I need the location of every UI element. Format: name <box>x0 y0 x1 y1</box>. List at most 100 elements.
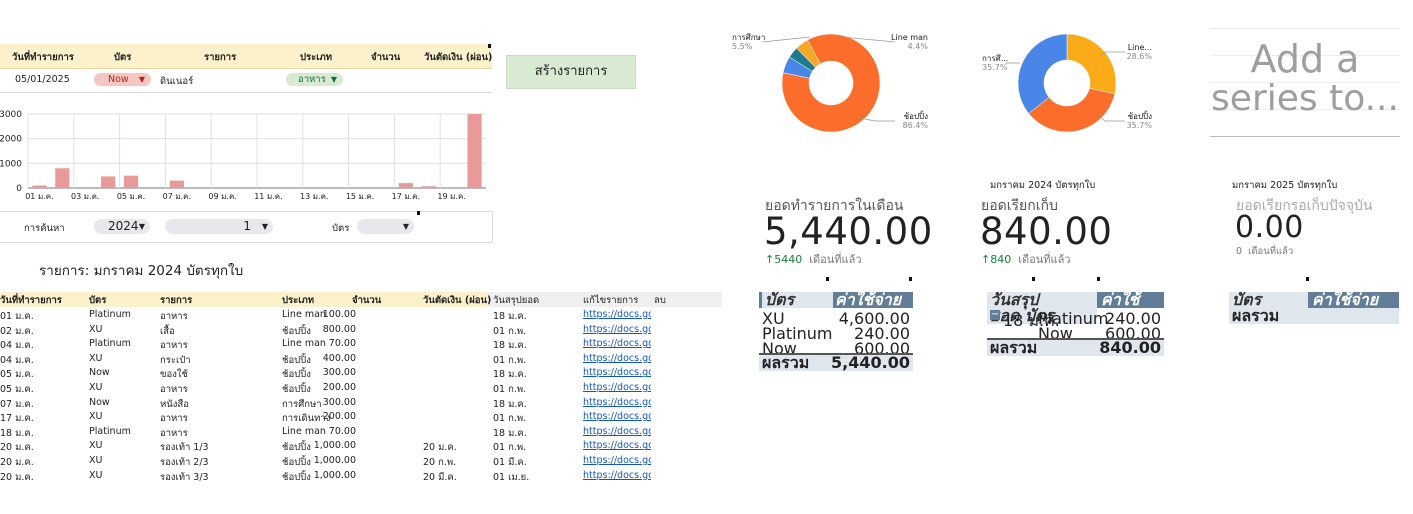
td-statement: 18 ม.ค. <box>493 427 527 439</box>
pivot-empty: บัตร ค่าใช้จ่าย ผลรวม <box>1229 292 1399 324</box>
td-edit[interactable]: https://docs.goo <box>583 411 651 423</box>
td-statement: 18 ม.ค. <box>493 340 527 352</box>
create-entry-button[interactable]: สร้างรายการ <box>506 55 636 89</box>
chart-gridline <box>1210 109 1400 110</box>
table-row: 07 ม.ค. Now หนังสือ การศึกษา 300.00 18 ม.ค. ht… <box>0 396 660 411</box>
donut-slice <box>1028 87 1116 133</box>
td-amount: 1,000.00 <box>313 455 356 466</box>
td-installment: 20 ก.พ. <box>423 457 457 468</box>
td-category: Line man <box>282 309 326 320</box>
transactions-header: วันที่ทำรายการ บัตร รายการ ประเภท จำนวน … <box>0 292 722 307</box>
td-edit[interactable]: https://docs.goo <box>583 440 651 452</box>
td-edit[interactable]: https://docs.goo <box>583 352 651 364</box>
form-card-dropdown[interactable]: Now ▼ <box>94 73 151 86</box>
form-date-field[interactable]: 05/01/2025 <box>15 74 70 85</box>
donut-slice <box>1066 33 1117 95</box>
table-row: 05 ม.ค. XU อาหาร ช้อปปิ้ง 200.00 01 ก.พ. https… <box>0 381 660 396</box>
pivot3-th-expense: ค่าใช้จ่าย <box>1312 290 1379 309</box>
td-item: อาหาร <box>160 413 188 425</box>
slice-label: ช้อปปิ้ง <box>1128 110 1152 121</box>
td-edit[interactable]: https://docs.goo <box>583 382 651 393</box>
form-category-dropdown[interactable]: อาหาร ▼ <box>286 73 343 86</box>
table-row: 20 ม.ค. XU รองเท้า 1/3 ช้อปปิ้ง 1,000.00 20 ม… <box>0 439 660 454</box>
chevron-down-icon: ▼ <box>261 222 268 231</box>
td-card: XU <box>89 469 103 481</box>
y-tick-label: 1000 <box>0 159 22 169</box>
pivot-by-statement: วันสรุปยอด บัตร ค่าใช้จ่าย − 18 ม.ค. Pla… <box>987 292 1164 356</box>
daily-spending-bar-chart: 0 1000 2000 3000 01 ม.ค. 03 ม.ค. 05 ม.ค. 07 ม.ค… <box>0 110 486 201</box>
td-edit[interactable]: https://docs.goo <box>583 338 651 350</box>
table-row: 17 ม.ค. XU อาหาร การเดินทาง 200.00 01 ก.พ. htt… <box>0 410 660 425</box>
td-date: 20 ม.ค. <box>0 442 34 454</box>
th-category: ประเภท <box>282 295 315 306</box>
y-tick-label: 0 <box>16 184 22 194</box>
month-dropdown[interactable]: 1 ▼ <box>165 219 273 234</box>
search-label: การค้นหา <box>24 223 65 234</box>
td-edit[interactable]: https://docs.goo <box>583 469 651 481</box>
td-date: 02 ม.ค. <box>0 325 34 337</box>
bar <box>169 180 184 188</box>
chevron-down-icon: ▼ <box>330 75 337 84</box>
score2-title: ยอดเรียกเก็บ <box>981 198 1058 214</box>
x-tick-label: 05 ม.ค. <box>117 192 145 201</box>
note-indicator <box>1097 277 1100 281</box>
td-card: Now <box>89 396 110 408</box>
td-item: อาหาร <box>160 427 188 439</box>
up-arrow-icon: ↑ <box>981 253 991 266</box>
card-filter-dropdown[interactable]: ▼ <box>357 219 414 234</box>
td-item: รองเท้า 1/3 <box>160 442 209 454</box>
td-edit[interactable]: https://docs.goo <box>583 455 651 466</box>
td-category: ช้อปปิ้ง <box>282 354 311 366</box>
pivot2-cell: 18 ม.ค. <box>1003 311 1060 330</box>
td-amount: 400.00 <box>322 352 356 364</box>
form-header-date: วันที่ทำรายการ <box>12 52 74 63</box>
td-item: รองเท้า 3/3 <box>160 471 209 483</box>
form-item-field[interactable]: ดินเนอร์ <box>160 76 194 87</box>
td-card: XU <box>89 440 103 452</box>
td-edit[interactable]: https://docs.goo <box>583 323 651 335</box>
td-date: 20 ม.ค. <box>0 471 34 483</box>
th-statement: วันสรุปยอด <box>493 295 540 306</box>
td-edit[interactable]: https://docs.goo <box>583 309 651 320</box>
table-row: 04 ม.ค. XU กระเป๋า ช้อปปิ้ง 400.00 01 ก.พ. htt… <box>0 352 660 367</box>
year-dropdown[interactable]: 2024 ▼ <box>94 219 150 234</box>
collapse-icon[interactable]: − <box>990 309 1000 320</box>
slice-percent: 35.7% <box>1127 121 1153 130</box>
score1-title: ยอดทำรายการในเดือน <box>765 198 904 214</box>
td-date: 18 ม.ค. <box>0 427 34 439</box>
td-edit[interactable]: https://docs.goo <box>583 425 651 437</box>
score1-value: 5,440.00 <box>764 210 933 253</box>
th-amount: จำนวน <box>352 295 382 306</box>
td-card: XU <box>89 411 103 423</box>
header-gray <box>488 292 722 307</box>
td-card: XU <box>89 323 103 335</box>
th-delete: ลบ <box>654 295 666 306</box>
td-card: XU <box>89 455 103 466</box>
form-header-row: วันที่ทำรายการ บัตร รายการ ประเภท จำนวน … <box>0 44 492 69</box>
td-statement: 01 เม.ย. <box>493 471 530 483</box>
score2-delta-value: 840 <box>990 253 1012 266</box>
slice-percent: 28.6% <box>1127 52 1153 61</box>
td-edit[interactable]: https://docs.goo <box>583 396 651 408</box>
td-edit[interactable]: https://docs.goo <box>583 367 651 379</box>
pivot1-th-card: บัตร <box>762 292 833 308</box>
th-date: วันที่ทำรายการ <box>0 295 62 306</box>
td-amount: 100.00 <box>322 309 356 320</box>
td-category: ช้อปปิ้ง <box>282 457 311 468</box>
note-indicator <box>826 277 829 281</box>
pivot1-row: Now 600.00 <box>759 338 913 358</box>
slice-label: ช้อปปิ้ง <box>904 110 928 121</box>
billing-donut-chart: Line...28.6%ช้อปปิ้ง35.7%การศึ...35.7% <box>982 33 1153 133</box>
form-header-amount: จำนวน <box>371 52 401 63</box>
x-tick-label: 17 ม.ค. <box>392 192 420 201</box>
score3-title: ยอดเรียกรอเก็บปัจจุบัน <box>1236 198 1373 214</box>
td-statement: 18 ม.ค. <box>493 369 527 381</box>
pivot1-total-value: 5,440.00 <box>831 353 910 372</box>
slice-percent: 5.5% <box>732 42 753 51</box>
card-filter-label: บัตร <box>332 223 350 234</box>
leader-line <box>1096 113 1125 122</box>
td-date: 05 ม.ค. <box>0 369 34 381</box>
form-header-item: รายการ <box>204 52 237 63</box>
td-item: กระเป๋า <box>160 354 191 366</box>
